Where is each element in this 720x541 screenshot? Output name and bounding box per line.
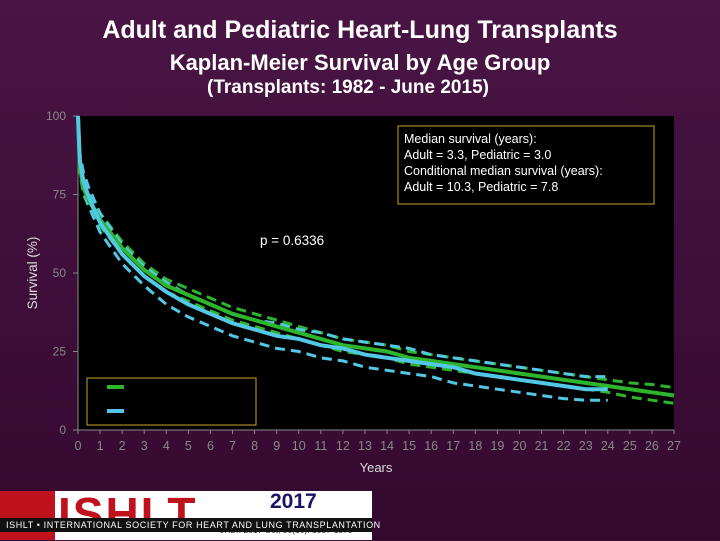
x-tick-label: 19	[490, 439, 504, 453]
annotation-line-2: Adult = 3.3, Pediatric = 3.0	[404, 148, 551, 162]
y-axis-label: Survival (%)	[25, 237, 40, 310]
x-tick-label: 0	[75, 439, 82, 453]
logo-word: ISHLT	[58, 488, 198, 540]
x-tick-label: 11	[314, 439, 327, 453]
x-tick-label: 25	[623, 439, 637, 453]
pediatric-ci-high-line	[76, 115, 608, 379]
x-tick-label: 14	[380, 439, 394, 453]
x-tick-label: 9	[273, 439, 280, 453]
x-tick-label: 5	[185, 439, 192, 453]
annotation-line-1: Median survival (years):	[404, 132, 537, 146]
x-tick-label: 20	[513, 439, 527, 453]
x-tick-label: 17	[446, 439, 460, 453]
x-tick-label: 8	[251, 439, 258, 453]
x-tick-label: 22	[557, 439, 571, 453]
x-tick-label: 24	[601, 439, 615, 453]
publication-year: 2017	[270, 490, 317, 513]
x-tick-label: 1	[97, 439, 104, 453]
y-tick-label: 25	[53, 345, 67, 359]
slide-subtitle: Kaplan-Meier Survival by Age Group	[0, 50, 720, 76]
x-tick-label: 18	[468, 439, 482, 453]
y-tick-label: 0	[59, 423, 66, 437]
y-tick-label: 100	[46, 109, 66, 123]
x-tick-label: 7	[229, 439, 236, 453]
x-tick-label: 16	[424, 439, 438, 453]
x-axis-label: Years	[360, 460, 393, 475]
pediatric-ci-low-line	[76, 115, 608, 402]
logo-heart-icon	[0, 491, 55, 540]
series-lines	[76, 115, 675, 398]
x-tick-label: 21	[535, 439, 549, 453]
annotation-line-3: Conditional median survival (years):	[404, 164, 603, 178]
annotation-box	[397, 125, 655, 205]
x-tick-label: 2	[119, 439, 126, 453]
footer: ISHLT 2017 JHLT. 2017 Oct; 36(10): 1037-…	[0, 488, 720, 540]
adult-survival-line	[76, 115, 675, 398]
x-tick-label: 10	[292, 439, 306, 453]
ishlt-logo: ISHLT	[0, 488, 212, 540]
x-tick-label: 6	[207, 439, 214, 453]
p-value-label: p = 0.6336	[260, 233, 324, 248]
x-tick-label: 13	[358, 439, 372, 453]
x-tick-label: 23	[579, 439, 593, 453]
society-name: ISHLT • INTERNATIONAL SOCIETY FOR HEART …	[6, 520, 381, 530]
subtitle-text: Kaplan-Meier Survival by Age Group	[169, 50, 551, 75]
pediatric-survival-line	[76, 115, 608, 392]
slide-title: Adult and Pediatric Heart-Lung Transplan…	[102, 16, 618, 44]
x-tick-label: 15	[402, 439, 416, 453]
x-tick-label: 3	[141, 439, 148, 453]
y-tick-label: 50	[53, 266, 67, 280]
adult-ci-high-line	[76, 115, 675, 390]
logo-band	[0, 518, 372, 532]
slide-date-range: (Transplants: 1982 - June 2015)	[207, 77, 489, 98]
y-tick-label: 75	[53, 188, 67, 202]
x-tick-label: 26	[645, 439, 659, 453]
x-tick-label: 12	[336, 439, 350, 453]
x-tick-label: 4	[163, 439, 170, 453]
annotation-line-4: Adult = 10.3, Pediatric = 7.8	[404, 180, 558, 194]
x-tick-label: 27	[667, 439, 681, 453]
publication-box: 2017 JHLT. 2017 Oct; 36(10): 1037-1079	[212, 490, 372, 540]
